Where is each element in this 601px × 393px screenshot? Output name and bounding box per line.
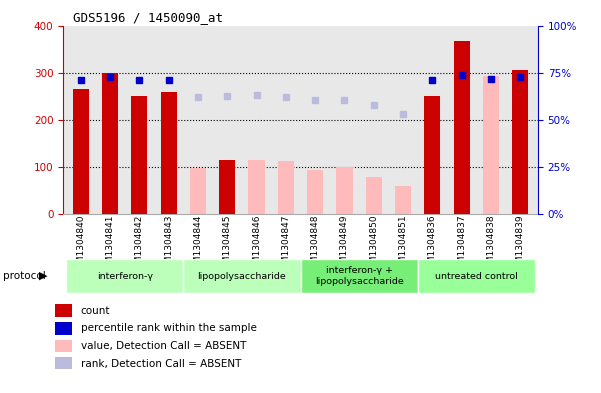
- Bar: [55, 322, 72, 335]
- Text: interferon-γ +
lipopolysaccharide: interferon-γ + lipopolysaccharide: [315, 266, 403, 286]
- Text: GSM1304842: GSM1304842: [135, 214, 144, 275]
- Text: protocol: protocol: [3, 271, 46, 281]
- Text: GDS5196 / 1450090_at: GDS5196 / 1450090_at: [73, 11, 222, 24]
- Text: ▶: ▶: [39, 271, 47, 281]
- Bar: [278, 162, 294, 214]
- Bar: [395, 186, 411, 214]
- Bar: [102, 73, 118, 214]
- Text: lipopolysaccharide: lipopolysaccharide: [198, 272, 286, 281]
- Bar: [160, 92, 177, 214]
- Text: value, Detection Call = ABSENT: value, Detection Call = ABSENT: [81, 341, 246, 351]
- Bar: [424, 96, 441, 214]
- Bar: [307, 170, 323, 214]
- Text: percentile rank within the sample: percentile rank within the sample: [81, 323, 257, 333]
- Text: rank, Detection Call = ABSENT: rank, Detection Call = ABSENT: [81, 359, 241, 369]
- Bar: [418, 259, 535, 293]
- Bar: [366, 177, 382, 214]
- Bar: [183, 259, 300, 293]
- Bar: [219, 160, 235, 214]
- Bar: [300, 259, 418, 293]
- Bar: [55, 304, 72, 317]
- Bar: [73, 89, 89, 214]
- Text: count: count: [81, 306, 110, 316]
- Text: GSM1304844: GSM1304844: [194, 214, 203, 275]
- Text: GSM1304843: GSM1304843: [164, 214, 173, 275]
- Text: interferon-γ: interferon-γ: [97, 272, 153, 281]
- Text: GSM1304839: GSM1304839: [516, 214, 525, 275]
- Bar: [55, 340, 72, 353]
- Bar: [512, 70, 528, 214]
- Text: GSM1304836: GSM1304836: [428, 214, 437, 275]
- Text: GSM1304850: GSM1304850: [369, 214, 378, 275]
- Text: untreated control: untreated control: [435, 272, 517, 281]
- Text: GSM1304840: GSM1304840: [76, 214, 85, 275]
- Text: GSM1304848: GSM1304848: [311, 214, 320, 275]
- Bar: [337, 167, 353, 214]
- Bar: [248, 160, 264, 214]
- Bar: [55, 357, 72, 370]
- Bar: [454, 40, 470, 214]
- Text: GSM1304851: GSM1304851: [398, 214, 407, 275]
- Bar: [66, 259, 183, 293]
- Text: GSM1304846: GSM1304846: [252, 214, 261, 275]
- Text: GSM1304845: GSM1304845: [223, 214, 232, 275]
- Bar: [190, 168, 206, 214]
- Text: GSM1304838: GSM1304838: [486, 214, 495, 275]
- Text: GSM1304837: GSM1304837: [457, 214, 466, 275]
- Text: GSM1304847: GSM1304847: [281, 214, 290, 275]
- Text: GSM1304849: GSM1304849: [340, 214, 349, 275]
- Bar: [131, 96, 147, 214]
- Text: GSM1304841: GSM1304841: [106, 214, 115, 275]
- Bar: [483, 76, 499, 214]
